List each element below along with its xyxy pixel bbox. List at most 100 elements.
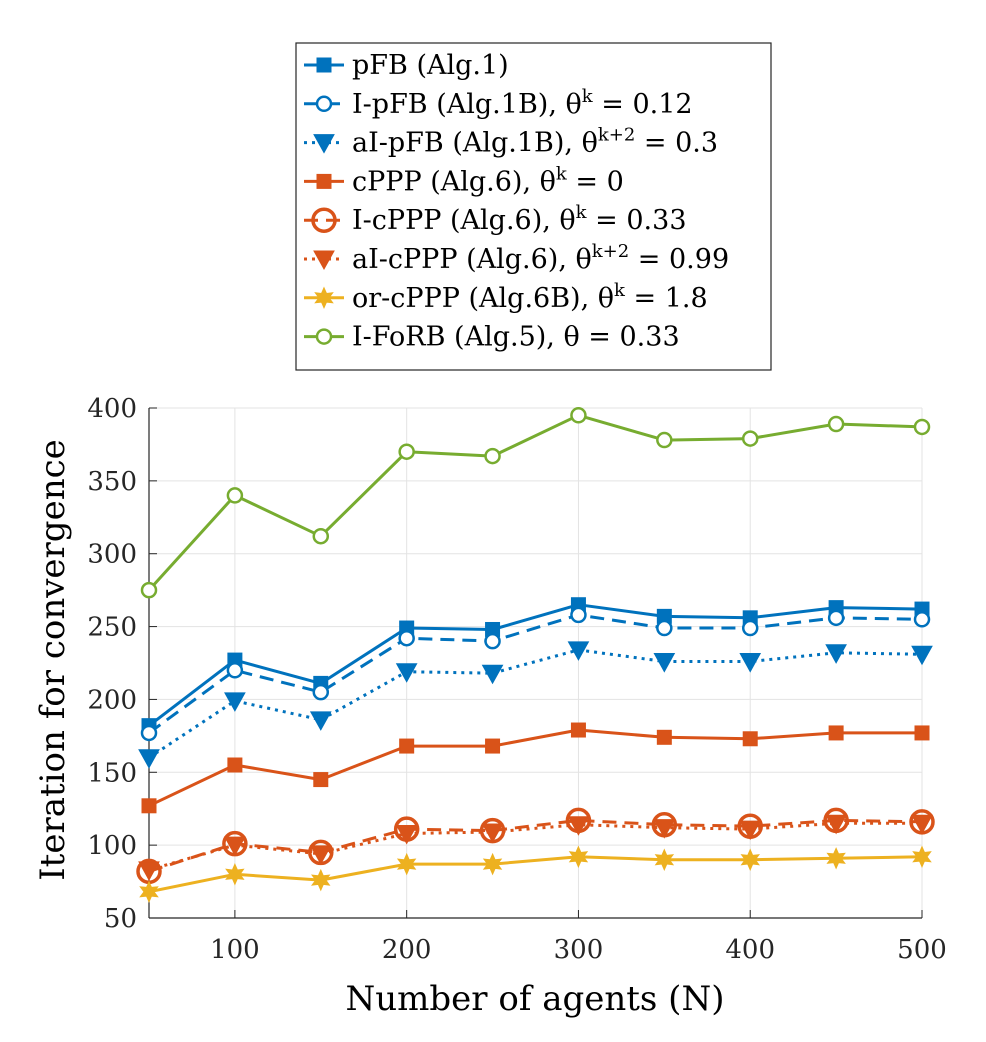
legend-label: aI-pFB (Alg.1B), θk+2 = 0.3: [352, 125, 718, 159]
legend-swatch-marker: [313, 250, 335, 271]
data-point: [656, 619, 673, 637]
x-tick-label: 100: [210, 935, 260, 965]
series-line: [148, 603, 923, 727]
legend-swatch-marker: [314, 286, 334, 310]
x-tick-label: 500: [897, 935, 947, 965]
y-axis-label: Iteration for convergence: [33, 439, 73, 881]
data-point: [739, 653, 762, 673]
data-point: [399, 738, 415, 754]
data-point: [225, 863, 245, 886]
legend-label: I-cPPP (Alg.6), θk = 0.33: [352, 202, 687, 236]
data-point: [913, 611, 931, 628]
data-point: [484, 447, 501, 465]
data-point: [570, 606, 587, 624]
legend-swatch-marker: [313, 134, 335, 154]
x-tick-label: 300: [554, 935, 604, 965]
data-point: [309, 711, 332, 731]
data-point: [140, 581, 158, 599]
data-point: [656, 729, 672, 745]
y-tick-label: 400: [87, 394, 137, 424]
axes-background: [149, 408, 922, 918]
data-point: [398, 443, 415, 460]
data-point: [141, 798, 157, 814]
series-line: [148, 821, 922, 872]
y-tick-label: 100: [87, 831, 137, 861]
series-4: [141, 722, 930, 814]
data-point: [312, 527, 330, 545]
x-tick-label: 400: [725, 935, 775, 965]
legend-entry: I-cPPP (Alg.6), θk = 0.33: [304, 202, 687, 236]
data-point: [481, 664, 504, 685]
legend-entry: aI-pFB (Alg.1B), θk+2 = 0.3: [304, 125, 718, 159]
data-point: [742, 731, 758, 747]
data-point: [656, 431, 673, 449]
legend-label: aI-cPPP (Alg.6), θk+2 = 0.99: [352, 241, 729, 275]
data-point: [827, 609, 845, 627]
data-point: [567, 641, 590, 661]
data-point: [226, 487, 244, 504]
data-point: [139, 880, 159, 904]
data-point: [311, 868, 331, 892]
y-tick-label: 350: [87, 467, 137, 497]
data-point: [482, 852, 503, 876]
data-point: [828, 725, 844, 741]
data-point: [313, 772, 329, 788]
legend-swatch-marker: [311, 207, 337, 233]
legend-label: I-pFB (Alg.1B), θk = 0.12: [352, 86, 693, 120]
data-point: [224, 692, 246, 712]
data-point: [395, 663, 418, 683]
data-point: [827, 415, 845, 433]
legend-box: [295, 42, 772, 371]
series-2: [140, 606, 931, 742]
series-6: [138, 814, 933, 881]
legend-swatch-marker: [315, 328, 333, 345]
legend-entry: pFB (Alg.1): [304, 50, 509, 81]
data-point: [484, 632, 501, 650]
data-point: [567, 816, 590, 836]
data-point: [138, 861, 160, 881]
data-point: [826, 847, 846, 870]
legend-entry: I-pFB (Alg.1B), θk = 0.12: [304, 86, 693, 120]
y-tick-label: 200: [87, 685, 137, 715]
data-point: [396, 852, 417, 876]
legend: pFB (Alg.1) I-pFB (Alg.1B), θk = 0.12 aI-p…: [295, 42, 772, 371]
data-point: [485, 738, 501, 754]
data-point: [309, 845, 332, 865]
data-point: [741, 619, 759, 637]
data-point: [912, 845, 932, 869]
y-tick-label: 150: [87, 758, 137, 788]
legend-swatch-marker: [315, 95, 333, 113]
data-point: [911, 645, 933, 666]
x-tick-label: 200: [382, 935, 432, 965]
data-point: [395, 824, 418, 845]
data-point: [227, 757, 243, 773]
y-tick-label: 50: [104, 904, 137, 934]
series-8: [140, 407, 931, 599]
data-point: [825, 814, 847, 835]
data-point: [226, 662, 244, 679]
y-tick-label: 300: [87, 540, 137, 570]
data-point: [398, 629, 415, 647]
data-point: [138, 749, 160, 769]
data-point: [312, 683, 330, 701]
data-point: [739, 820, 762, 841]
series-7: [139, 845, 932, 904]
data-point: [911, 814, 933, 835]
data-point: [653, 653, 676, 673]
series-line: [148, 855, 923, 894]
data-point: [140, 724, 158, 742]
legend-label: pFB (Alg.1): [352, 50, 509, 81]
data-point: [224, 836, 246, 857]
data-point: [914, 725, 930, 741]
data-point: [570, 407, 587, 424]
series-3: [138, 641, 933, 769]
data-point: [568, 845, 589, 869]
legend-entry: or-cPPP (Alg.6B), θk = 1.8: [304, 280, 708, 314]
legend-entry: cPPP (Alg.6), θk = 0: [304, 163, 624, 197]
legend-swatch-marker: [316, 173, 332, 189]
series-line: [148, 728, 922, 808]
legend-label: cPPP (Alg.6), θk = 0: [352, 163, 624, 197]
series-line: [148, 818, 923, 873]
data-point: [825, 644, 847, 664]
